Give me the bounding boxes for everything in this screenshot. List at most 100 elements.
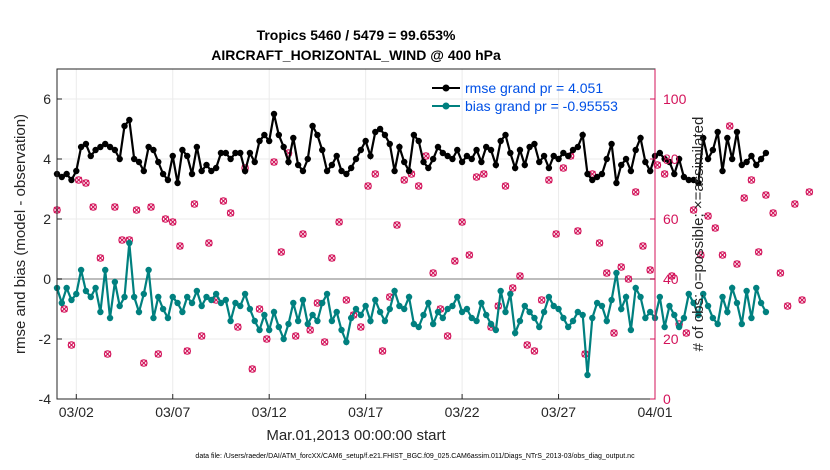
obs-point bbox=[682, 329, 691, 337]
bias-point bbox=[280, 335, 287, 343]
bias-point bbox=[531, 314, 538, 322]
rmse-point bbox=[203, 161, 210, 169]
x-tick-label-6: 04/01 bbox=[637, 404, 672, 420]
rmse-point bbox=[598, 170, 606, 178]
rmse-point bbox=[656, 149, 664, 157]
rmse-point bbox=[246, 149, 254, 157]
obs-point bbox=[299, 230, 307, 238]
bias-point bbox=[352, 305, 360, 313]
rmse-point bbox=[222, 149, 229, 157]
obs-point bbox=[805, 188, 814, 196]
x-tick-label-3: 03/17 bbox=[348, 404, 383, 420]
obs-point bbox=[82, 179, 90, 187]
obs-point bbox=[96, 254, 105, 262]
bias-point bbox=[386, 305, 393, 313]
bias-point bbox=[733, 299, 741, 307]
bias-point bbox=[574, 308, 582, 316]
bias-point bbox=[569, 317, 577, 325]
rmse-point bbox=[719, 167, 726, 175]
bias-point bbox=[439, 314, 447, 322]
bias-point bbox=[429, 320, 437, 328]
bias-point bbox=[656, 293, 664, 301]
obs-point bbox=[234, 323, 242, 331]
bias-point bbox=[338, 326, 345, 334]
rmse-line bbox=[56, 113, 767, 185]
rmse-point bbox=[179, 146, 186, 154]
bias-point bbox=[265, 326, 273, 334]
bias-point bbox=[671, 311, 678, 319]
bias-point bbox=[347, 314, 355, 322]
rmse-point bbox=[613, 179, 620, 187]
obs-point bbox=[197, 332, 206, 340]
rmse-point bbox=[376, 125, 384, 133]
bias-point bbox=[256, 326, 263, 334]
obs-point bbox=[414, 182, 423, 190]
bias-point bbox=[608, 296, 615, 304]
rmse-point bbox=[415, 137, 422, 145]
rmse-point bbox=[560, 149, 567, 157]
rmse-point bbox=[550, 152, 557, 160]
y-right-tick-label-4: 80 bbox=[663, 151, 679, 167]
rmse-point bbox=[261, 131, 268, 139]
obs-point bbox=[660, 170, 669, 178]
bias-point bbox=[92, 284, 99, 292]
obs-point bbox=[118, 236, 126, 244]
rmse-point bbox=[150, 146, 157, 154]
rmse-point bbox=[497, 137, 504, 145]
rmse-point bbox=[367, 152, 374, 160]
rmse-point bbox=[270, 110, 278, 118]
rmse-point bbox=[237, 149, 244, 157]
obs-point bbox=[646, 266, 654, 274]
bias-point bbox=[376, 308, 384, 316]
rmse-point bbox=[140, 167, 148, 175]
obs-point bbox=[357, 323, 365, 331]
bias-point bbox=[140, 290, 148, 298]
rmse-point bbox=[169, 152, 176, 160]
bias-point bbox=[661, 323, 668, 331]
footer-data-file: data file: /Users/raeder/DAI/ATM_forcXX/… bbox=[195, 453, 635, 460]
bias-point bbox=[328, 317, 336, 325]
obs-point bbox=[429, 269, 437, 277]
rmse-point bbox=[265, 137, 273, 145]
obs-point bbox=[610, 329, 618, 337]
obs-point bbox=[530, 347, 539, 355]
obs-point bbox=[465, 251, 474, 259]
legend-rmse-marker bbox=[442, 84, 450, 92]
rmse-point bbox=[526, 143, 533, 151]
obs-point bbox=[320, 338, 329, 346]
bias-point bbox=[700, 290, 707, 298]
obs-point bbox=[791, 200, 799, 208]
bias-point bbox=[357, 311, 365, 319]
bias-point bbox=[333, 308, 340, 316]
y-left-tick-label-1: -2 bbox=[39, 331, 52, 347]
rmse-point bbox=[304, 155, 311, 163]
obs-point bbox=[747, 176, 756, 184]
rmse-point bbox=[372, 128, 379, 136]
bias-point bbox=[58, 299, 66, 307]
rmse-point bbox=[454, 146, 461, 154]
bias-point bbox=[362, 302, 369, 310]
rmse-point bbox=[314, 131, 321, 139]
bias-point bbox=[434, 308, 442, 316]
obs-point bbox=[725, 122, 734, 130]
obs-point bbox=[226, 209, 235, 217]
rmse-point bbox=[241, 167, 249, 175]
rmse-point bbox=[102, 140, 109, 148]
rmse-point bbox=[449, 155, 456, 163]
rmse-point bbox=[521, 161, 528, 169]
rmse-point bbox=[555, 155, 562, 163]
rmse-point bbox=[444, 152, 451, 160]
bias-point bbox=[555, 305, 562, 313]
bias-point bbox=[391, 287, 398, 295]
rmse-point bbox=[280, 143, 287, 151]
bias-point bbox=[97, 308, 104, 316]
bias-point bbox=[719, 293, 726, 301]
obs-point bbox=[798, 296, 806, 304]
obs-point bbox=[270, 158, 278, 166]
obs-point bbox=[516, 272, 524, 280]
rmse-point bbox=[212, 164, 220, 172]
rmse-point bbox=[516, 146, 524, 154]
bias-point bbox=[526, 308, 533, 316]
obs-point bbox=[67, 341, 76, 349]
y-left-tick-label-0: -4 bbox=[39, 391, 52, 407]
